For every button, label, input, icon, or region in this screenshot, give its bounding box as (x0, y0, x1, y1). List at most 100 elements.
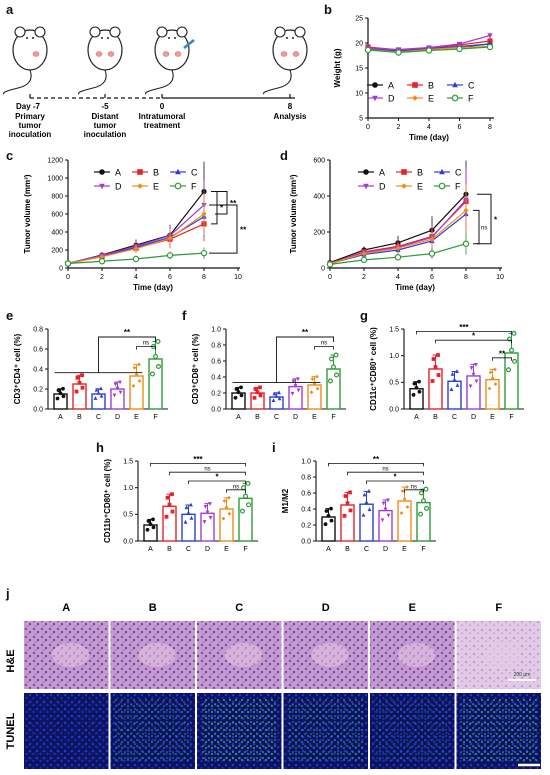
x-tick-label: 2 (362, 274, 366, 281)
bar-dot (134, 372, 139, 377)
bar-dot (239, 393, 244, 398)
bar-chart-m1m2: 0.00.20.40.60.81.0M1/M2A B C D E F**ns*ns (281, 455, 436, 553)
significance-brackets: ****** (416, 323, 512, 361)
bar-dot (290, 391, 295, 396)
bar-D (288, 385, 303, 410)
tumor-mark (162, 51, 170, 57)
bar-dot (183, 519, 188, 524)
data-point (487, 33, 493, 39)
bar-D (378, 509, 393, 542)
bar-D (466, 375, 481, 410)
mouse-icon (78, 26, 123, 95)
y-tick-label: 1000 (47, 176, 63, 183)
data-point (456, 41, 463, 48)
significance-label: ns (321, 341, 327, 347)
y-tick-label: 0.5 (389, 380, 399, 387)
bar-dot (430, 379, 435, 383)
data-point (361, 251, 367, 257)
data-point (456, 45, 463, 53)
legend-label: C (191, 168, 198, 178)
significance-brackets: **ns*ns (328, 455, 424, 493)
bar-dot (145, 527, 150, 532)
bar-dot (400, 489, 405, 493)
legend-label: B (417, 168, 423, 178)
legend-label: F (191, 182, 197, 192)
y-tick-label: 200 (313, 230, 325, 237)
bar-dot (56, 388, 61, 393)
y-axis-label: Tumor volume (mm³) (23, 174, 32, 253)
significance-label: * (215, 473, 219, 482)
bar-dot (252, 395, 257, 400)
y-tick-label: 1.0 (389, 353, 399, 360)
bar-dot (170, 509, 175, 514)
bar-dot (474, 362, 478, 367)
bar-dot (137, 362, 141, 367)
tumor-mark (32, 51, 40, 57)
bar-dot (150, 371, 156, 377)
significance-label: ** (124, 328, 131, 337)
data-point (201, 211, 207, 217)
bar-chart-cd4: 0.0 0.2 0.4 0.6 0.8 CD3⁺CD4⁺ cell (%) A B C D E F **… (13, 326, 168, 421)
bar-dot (315, 374, 319, 379)
x-tick-label: 6 (430, 274, 434, 281)
panel-letter-i: i (272, 440, 276, 455)
legend-label: D (388, 94, 395, 104)
x-tick-label: 0 (66, 274, 70, 281)
x-tick-label: 8 (202, 274, 206, 281)
legend-label: E (428, 94, 434, 104)
bar-C (269, 396, 284, 410)
scale-bar-label: 200 μm (514, 672, 531, 678)
data-point (99, 254, 105, 260)
y-tick-label: 5 (359, 116, 363, 123)
data-point (98, 258, 106, 265)
he-patch (51, 643, 90, 667)
data-point (132, 255, 140, 263)
data-point (429, 236, 435, 242)
bar-dot (203, 504, 208, 509)
panel-letter-g: g (360, 308, 368, 323)
bar-dot (487, 386, 492, 391)
legend-marker (99, 183, 105, 190)
significance-label: ns (382, 467, 388, 473)
y-tick-label: 0 (321, 266, 325, 273)
tunel-signal (114, 699, 191, 763)
x-tick-label: 10 (496, 274, 504, 281)
bar-dot (367, 507, 372, 512)
bar-dot (202, 520, 207, 524)
bar-C (359, 503, 374, 542)
x-tick-label: 0 (366, 124, 370, 131)
bar-dot (348, 490, 352, 495)
x-tick-label: 2 (100, 274, 104, 281)
x-tick-label: B (345, 546, 350, 553)
bar-dot (474, 379, 479, 384)
bar-dot (115, 386, 120, 391)
y-tick-label: 0.8 (211, 342, 221, 349)
legend-label: D (115, 182, 122, 192)
significance-label: *** (193, 455, 203, 464)
bar-dot (348, 508, 353, 513)
y-tick-label: 0.0 (211, 406, 221, 413)
bar-dot (455, 369, 459, 373)
legend-marker (451, 94, 459, 102)
timeline-event-label: Analysis (274, 112, 307, 121)
row-label-he: H&E (5, 649, 17, 672)
significance-brackets: ns * (473, 193, 498, 245)
y-tick-label: 800 (51, 194, 63, 201)
y-tick-label: 1.5 (389, 326, 399, 333)
legend-label: A (115, 168, 121, 178)
bar-dot (326, 513, 331, 518)
legend-label: B (428, 81, 434, 91)
x-tick-label: F (421, 546, 425, 553)
significance-label: ns (233, 484, 239, 490)
y-axis-label: CD11b⁺CD80⁺ cell (%) (103, 459, 112, 543)
y-tick-label: 1.0 (301, 458, 311, 465)
y-axis-label: CD3⁺CD4⁺ cell (%) (13, 333, 22, 404)
x-tick-label: 6 (168, 274, 172, 281)
bar-dot (112, 393, 117, 398)
legend-label: A (379, 168, 385, 178)
tumor-mark (280, 51, 288, 57)
x-tick-label: C (186, 546, 191, 553)
bar-dot (449, 387, 454, 391)
bar-dot (381, 501, 386, 506)
y-tick-label: 600 (51, 212, 63, 219)
